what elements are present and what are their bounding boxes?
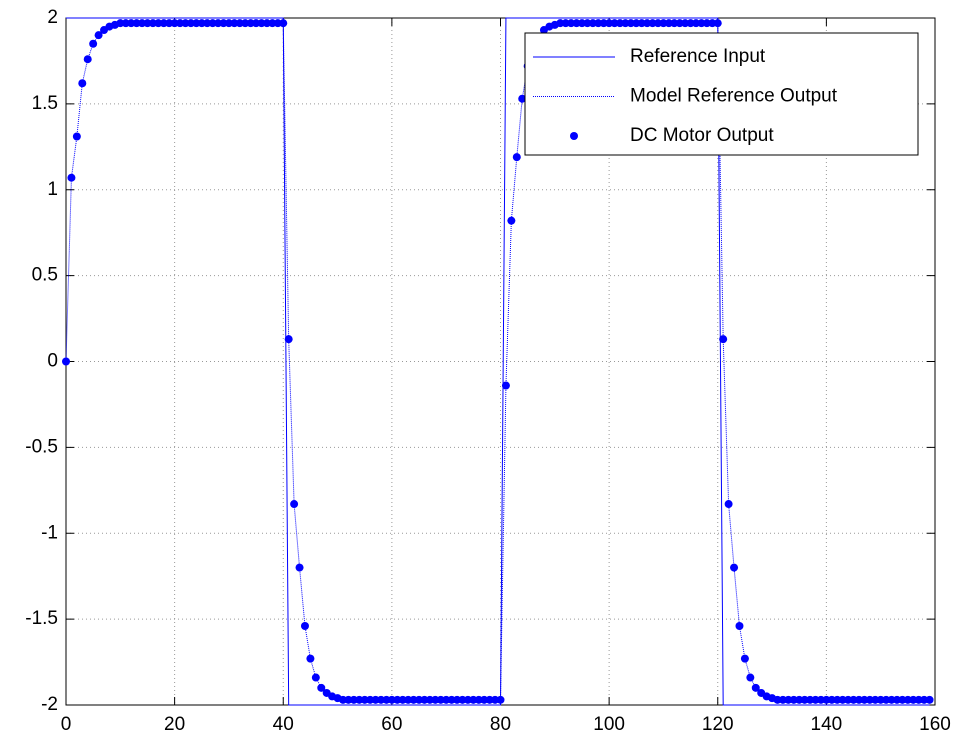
data-point [83, 55, 92, 64]
data-point [306, 654, 315, 663]
data-point [72, 132, 81, 141]
data-point [300, 621, 309, 630]
y-tick-label: -1.5 [25, 608, 58, 629]
data-point [713, 19, 722, 28]
legend-label: Model Reference Output [630, 86, 838, 107]
x-tick-label: 80 [490, 714, 511, 735]
y-tick-label: -2 [41, 694, 58, 715]
data-point [751, 683, 760, 692]
legend-box [524, 32, 919, 156]
data-point [496, 695, 505, 704]
data-point [507, 216, 516, 225]
data-point [518, 94, 527, 103]
data-point [317, 683, 326, 692]
y-tick-label: -1 [41, 522, 58, 543]
series-line [66, 17, 930, 706]
y-tick-label: 1.5 [32, 93, 58, 114]
legend-label: Reference Input [630, 46, 766, 67]
data-point [512, 153, 521, 162]
data-point [719, 335, 728, 344]
data-point [284, 335, 293, 344]
x-tick-label: 120 [702, 714, 734, 735]
data-point [730, 563, 739, 572]
data-point [501, 381, 510, 390]
x-tick-label: 0 [61, 714, 72, 735]
data-point [295, 563, 304, 572]
x-tick-label: 40 [273, 714, 294, 735]
y-tick-label: 2 [47, 7, 58, 28]
x-tick-label: 100 [593, 714, 625, 735]
data-point [746, 673, 755, 682]
data-point [311, 673, 320, 682]
data-point [290, 500, 299, 509]
data-point [78, 79, 87, 88]
data-point [740, 654, 749, 663]
legend-marker [570, 132, 578, 140]
x-tick-label: 20 [164, 714, 185, 735]
data-point [735, 621, 744, 630]
legend-label: DC Motor Output [630, 125, 774, 146]
data-point [94, 31, 103, 40]
y-tick-label: 1 [47, 179, 58, 200]
data-point [279, 19, 288, 28]
y-tick-label: 0 [47, 351, 58, 372]
data-point [925, 695, 934, 704]
data-point [89, 39, 98, 48]
y-tick-label: 0.5 [32, 265, 58, 286]
data-point [62, 357, 70, 366]
x-tick-label: 160 [919, 714, 951, 735]
x-tick-label: 60 [381, 714, 402, 735]
data-point [724, 500, 733, 509]
y-tick-label: -0.5 [25, 436, 58, 457]
data-point [67, 173, 76, 182]
x-tick-label: 140 [811, 714, 843, 735]
